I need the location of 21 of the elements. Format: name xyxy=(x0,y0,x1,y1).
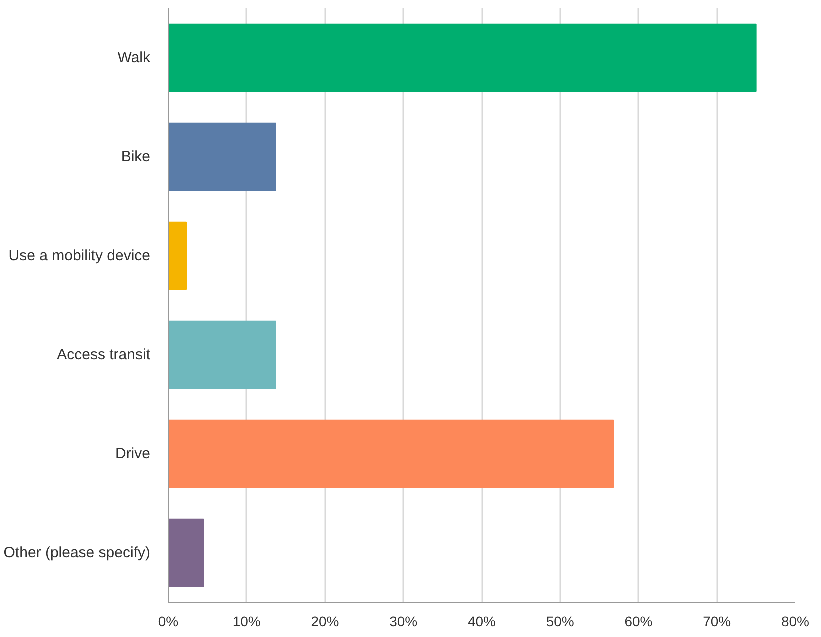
y-tick-label: Drive xyxy=(116,446,151,462)
x-tick-label: 40% xyxy=(468,614,496,630)
y-tick-label: Access transit xyxy=(57,346,152,364)
x-tick-label: 60% xyxy=(624,614,653,630)
bar xyxy=(168,222,188,290)
x-tick-label: 80% xyxy=(781,614,810,630)
x-tick-label: 20% xyxy=(311,614,340,630)
x-tick-label: 30% xyxy=(390,614,418,630)
y-tick-label: Other (please specify) xyxy=(4,544,151,562)
y-tick-label: Use a mobility device xyxy=(8,248,151,264)
bar xyxy=(168,320,276,390)
x-tick-label: 50% xyxy=(546,614,574,630)
x-tick-label: 10% xyxy=(232,614,261,630)
bar xyxy=(168,24,757,92)
y-tick-label: Walk xyxy=(118,50,151,66)
bar xyxy=(168,122,276,192)
y-tick-label: Bike xyxy=(121,148,151,166)
bar xyxy=(168,420,614,488)
bar xyxy=(168,518,204,588)
x-tick-label: 70% xyxy=(703,614,732,630)
x-tick-label: 0% xyxy=(158,614,179,630)
